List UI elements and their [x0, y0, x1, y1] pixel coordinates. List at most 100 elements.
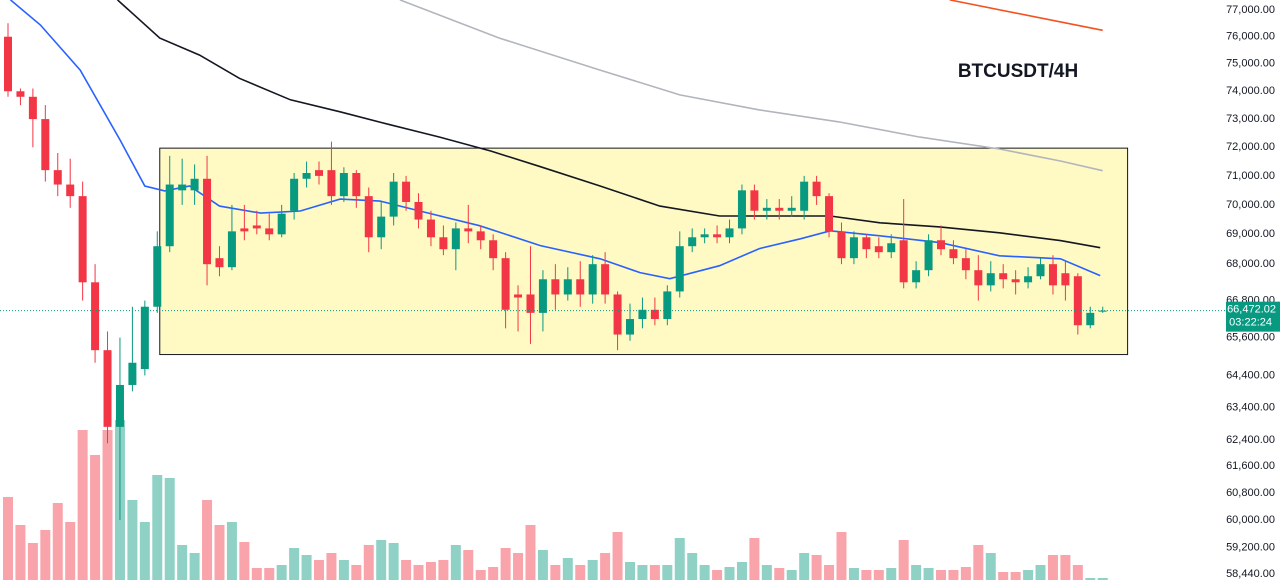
volume-bar [301, 555, 312, 580]
candle-body [800, 181, 809, 211]
volume-bar [438, 560, 449, 580]
volume-bar [388, 543, 399, 580]
volume-bar [314, 560, 324, 580]
candle-body [812, 181, 821, 197]
volume-bar [363, 545, 374, 580]
chart-title: BTCUSDT/4H [958, 61, 1078, 82]
volume-bar [625, 562, 635, 580]
candle-body [849, 237, 858, 259]
volume-bar [886, 568, 897, 580]
candle-layer [4, 23, 1107, 521]
volume-bar [102, 430, 113, 580]
candle-body [265, 228, 274, 235]
volume-bar [65, 522, 76, 580]
volume-bar [724, 567, 735, 580]
volume-bar [525, 525, 536, 580]
candle-body [178, 184, 187, 191]
candle-body [402, 181, 411, 202]
y-tick-label: 61,600.00 [1226, 460, 1275, 472]
candle-body [899, 240, 908, 283]
volume-bar [562, 558, 573, 580]
volume-bar [15, 525, 26, 580]
moving-average [116, 0, 1101, 249]
moving-average [949, 0, 1103, 32]
volume-bar [3, 497, 13, 580]
candle-body [1086, 312, 1095, 326]
y-tick-label: 65,600.00 [1226, 332, 1275, 344]
volume-bar [936, 570, 946, 580]
volume-bar [338, 560, 349, 580]
volume-bar [973, 545, 984, 580]
moving-average [399, 0, 1103, 172]
candle-body [1036, 264, 1045, 277]
volume-bar [898, 540, 909, 580]
candle-body [588, 264, 597, 295]
volume-bar [911, 565, 922, 580]
candle-body [887, 243, 896, 253]
volume-bar [1047, 555, 1058, 580]
y-tick-label: 68,000.00 [1226, 258, 1275, 270]
candle-body [389, 181, 398, 217]
last-price-box [1226, 301, 1280, 332]
candle-body [489, 240, 498, 259]
volume-bar [77, 430, 88, 580]
candle-body [837, 231, 846, 259]
candle-body [215, 258, 224, 268]
volume-bar [662, 565, 673, 580]
volume-bar [475, 570, 486, 580]
volume-bar [873, 570, 884, 580]
volume-bar [774, 568, 785, 580]
volume-bar [761, 565, 772, 580]
candle-body [638, 309, 647, 320]
y-tick-label: 72,000.00 [1226, 141, 1275, 153]
volume-bar [712, 570, 723, 580]
candle-body [451, 228, 460, 250]
candle-body [924, 240, 933, 271]
candle-body [78, 196, 87, 283]
candle-body [737, 190, 746, 229]
candle-body [1048, 264, 1057, 286]
candle-body [514, 294, 523, 298]
volume-bar [550, 565, 561, 580]
y-tick-label: 60,800.00 [1226, 487, 1275, 499]
volume-bar [40, 530, 51, 580]
volume-bar [786, 570, 797, 580]
candle-body [501, 258, 510, 310]
candle-body [1024, 276, 1033, 283]
candle-body [563, 279, 572, 295]
volume-bar [687, 553, 698, 580]
candle-body [227, 231, 236, 268]
candle-body [190, 178, 199, 191]
candle-body [626, 319, 634, 335]
candle-body [1073, 276, 1082, 326]
volume-bar [488, 567, 499, 580]
volume-bar [463, 550, 474, 580]
volume-bar [127, 500, 138, 580]
y-tick-label: 73,000.00 [1226, 113, 1275, 125]
candle-body [650, 309, 659, 320]
volume-bar [811, 555, 822, 580]
last-price-label: 66,472.02 [1227, 304, 1276, 316]
volume-bar [612, 532, 623, 580]
volume-bar [861, 570, 872, 580]
candle-body [551, 279, 560, 295]
candle-body [426, 219, 435, 238]
volume-bar [960, 567, 971, 580]
candle-body [140, 306, 149, 370]
volume-bar [637, 565, 648, 580]
y-tick-label: 70,000.00 [1226, 199, 1275, 211]
volume-bar [202, 500, 213, 580]
candle-body [464, 228, 473, 232]
volume-bar [749, 538, 760, 580]
candle-body [538, 279, 547, 313]
candle-body [103, 350, 112, 427]
candle-body [912, 270, 921, 283]
candle-body [1011, 279, 1020, 283]
volume-bar [600, 553, 611, 580]
candle-body [713, 234, 722, 238]
candle-body [750, 190, 759, 211]
y-tick-label: 69,000.00 [1226, 228, 1275, 240]
candle-body [1098, 310, 1107, 312]
candle-body [128, 362, 137, 385]
volume-bar [985, 553, 996, 580]
